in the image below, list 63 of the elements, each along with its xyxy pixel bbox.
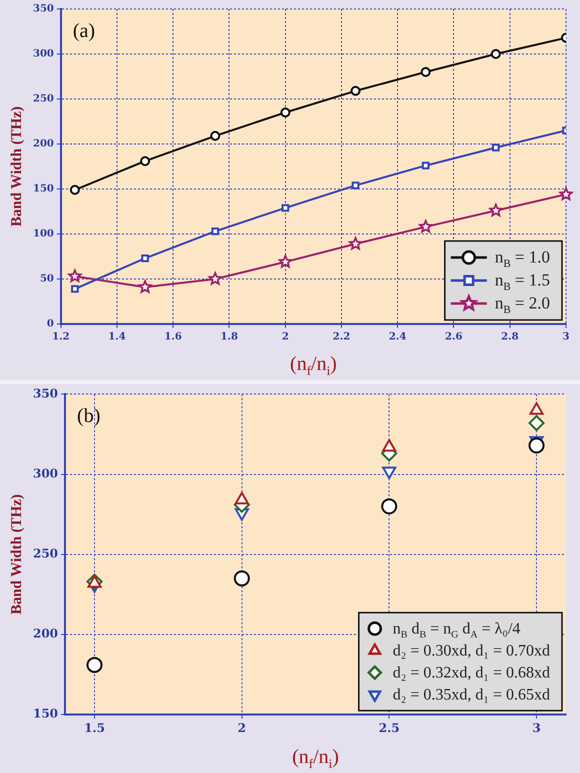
point	[559, 188, 573, 200]
y-tick-label: 250	[32, 546, 58, 561]
point	[382, 439, 396, 452]
point	[210, 130, 220, 141]
point	[280, 108, 290, 118]
y-tick-label: 200	[33, 138, 54, 150]
x-tick-label: 2.8	[501, 332, 519, 343]
point	[490, 49, 501, 59]
point	[234, 570, 250, 586]
y-tick-label: 300	[32, 466, 58, 480]
y-tick-label: 0	[46, 318, 54, 330]
point	[71, 285, 79, 293]
y-axis-title: Band Width (THz)	[8, 106, 25, 227]
y-tick-label: 150	[33, 184, 54, 195]
x-tick-label: 2.4	[388, 332, 406, 343]
point	[352, 182, 360, 190]
point	[278, 255, 292, 268]
annotation: (a)	[72, 20, 96, 42]
point	[489, 204, 502, 216]
x-tick-label: 2.2	[332, 332, 350, 343]
y-tick-label: 300	[33, 48, 54, 60]
point	[492, 144, 500, 152]
x-tick-label: 2.5	[378, 720, 400, 735]
point	[528, 437, 545, 454]
point	[208, 272, 222, 285]
y-tick-label: 350	[32, 386, 58, 400]
y-tick-label: 50	[40, 274, 54, 285]
point	[529, 402, 544, 415]
x-tick-label: 2	[238, 720, 246, 735]
x-tick-label: 2.6	[445, 332, 462, 343]
point	[348, 237, 362, 250]
point	[381, 498, 398, 514]
x-tick-label: 2	[282, 332, 289, 343]
x-tick-label: 1.6	[164, 332, 182, 343]
x-tick-label: 1.4	[108, 332, 126, 343]
y-tick-label: 200	[32, 626, 58, 641]
legend-label: d₂ = 0.30xd, d₁ = 0.70xd	[392, 642, 550, 660]
annotation: (b)	[77, 405, 100, 428]
y-tick-label: 100	[33, 228, 54, 240]
point	[140, 156, 150, 166]
point	[141, 254, 149, 262]
x-tick-label: 1.5	[84, 720, 105, 735]
point	[138, 280, 152, 293]
point	[68, 269, 82, 282]
point	[211, 227, 220, 236]
x-tick-label: 1.8	[220, 332, 238, 343]
point	[422, 162, 430, 170]
point	[86, 656, 103, 673]
legend-label: d₂ = 0.32xd, d₁ = 0.68xd	[392, 664, 550, 682]
y-tick-label: 150	[32, 706, 58, 721]
x-tick-label: 1.2	[52, 332, 70, 343]
y-tick-label: 250	[33, 94, 54, 105]
point	[419, 220, 432, 233]
x-tick-label: 3	[532, 720, 541, 735]
point	[528, 415, 545, 432]
point	[350, 86, 361, 96]
point	[70, 184, 80, 195]
y-axis-title: Band Width (THz)	[8, 494, 25, 615]
legend-label: d₂ = 0.35xd, d₁ = 0.65xd	[392, 686, 550, 704]
point	[282, 204, 290, 212]
x-tick-label: 3	[562, 332, 570, 343]
point	[420, 67, 431, 77]
y-tick-label: 350	[33, 4, 54, 15]
